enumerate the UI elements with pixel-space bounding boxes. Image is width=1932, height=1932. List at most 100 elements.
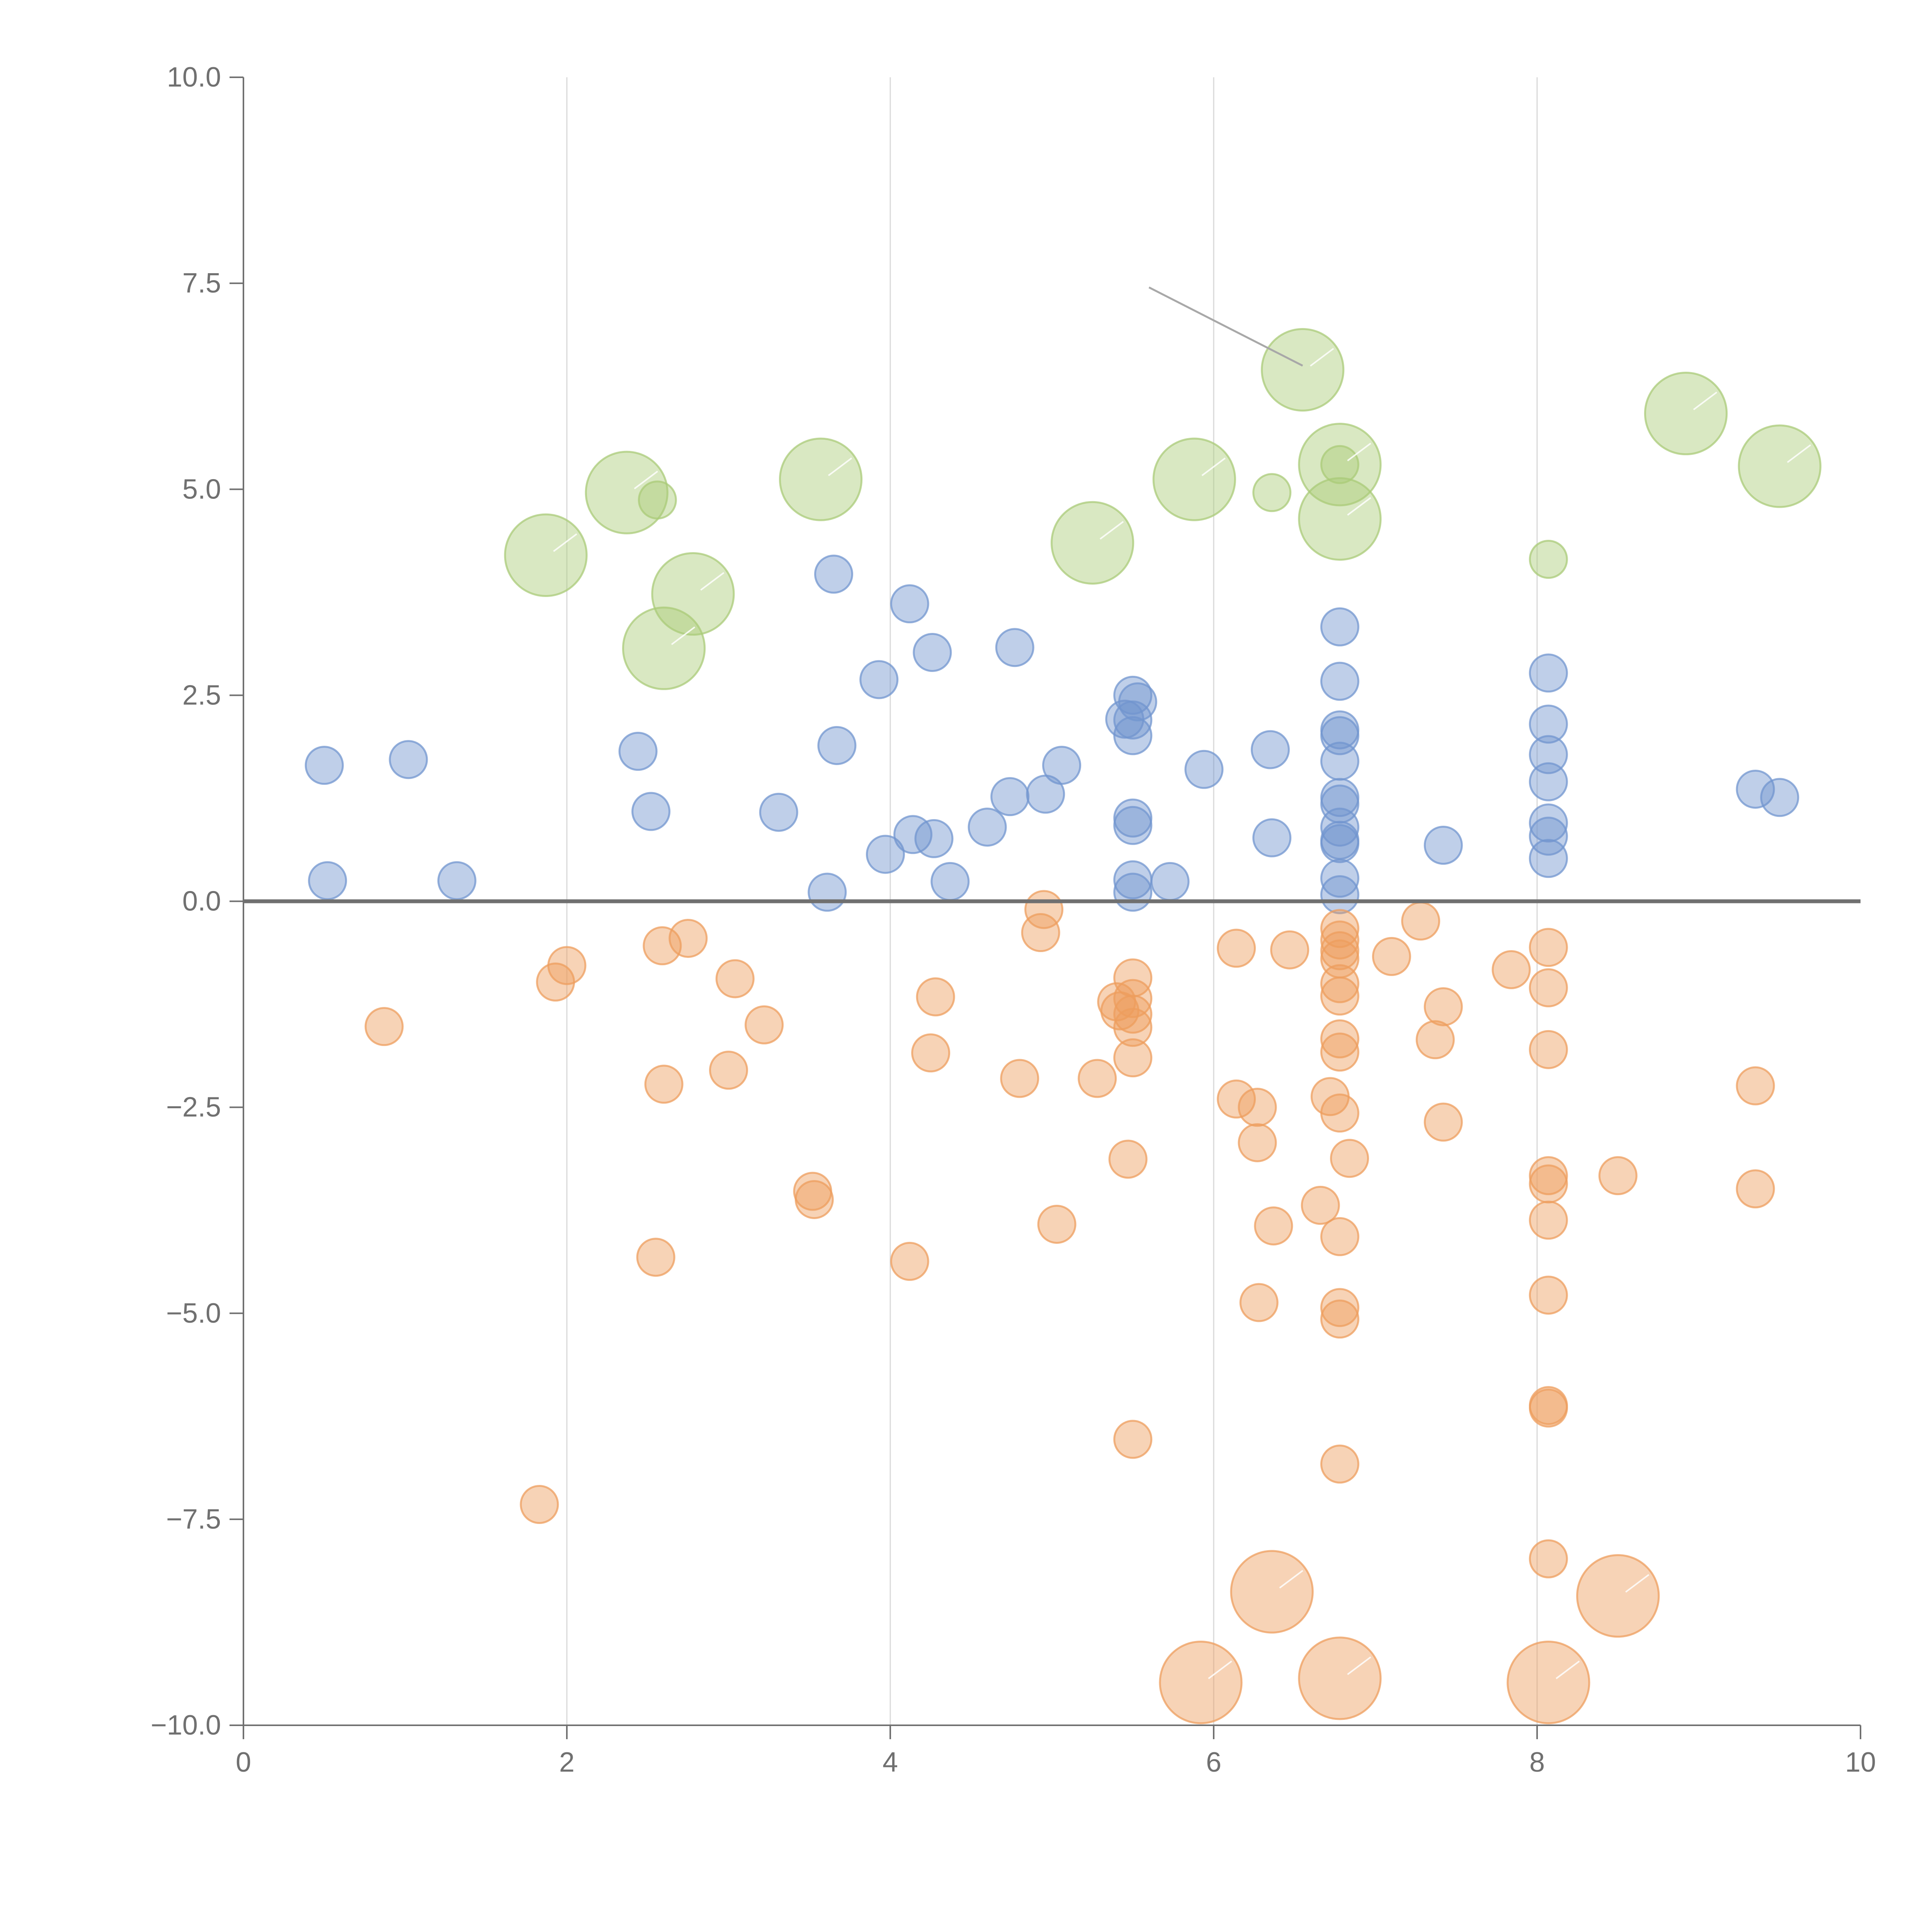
data-point-orange [1320,1288,1359,1327]
data-point-green [1738,424,1821,508]
label-callout-line [553,533,577,552]
label-callout-line [634,471,658,490]
data-point-orange [364,1007,404,1046]
data-point-blue [1113,872,1153,912]
y-tick-label: 10.0 [167,62,221,93]
data-point-blue [1250,730,1290,769]
series-orange [364,890,1775,1725]
data-point-orange [1372,937,1411,976]
label-callout-line [1208,1660,1232,1679]
data-point-orange [1037,1204,1077,1244]
data-point-orange [1576,1554,1660,1638]
data-point-green [1529,540,1568,579]
data-point-green [1644,371,1728,456]
data-point-orange [1238,1088,1277,1127]
data-point-blue [1320,824,1359,863]
label-callout-line [1099,521,1124,540]
data-point-blue [1320,859,1359,898]
data-point-orange [1113,1420,1153,1459]
data-point-orange [1298,1636,1382,1720]
data-point-green [585,451,668,534]
data-point-orange [1217,929,1256,968]
data-point-orange [1113,1008,1153,1047]
data-point-orange [1492,950,1531,989]
data-point-blue [1529,704,1568,744]
data-point-blue [1760,778,1799,817]
data-point-orange [794,1180,834,1219]
series-green [504,328,1821,690]
data-point-blue [1320,808,1359,847]
data-point-orange [1230,1550,1314,1634]
data-point-orange [1238,1123,1277,1162]
data-point-green [651,552,735,636]
data-point-orange [1423,1102,1463,1142]
x-tick-label: 8 [1529,1747,1545,1778]
data-point-blue [990,777,1030,816]
data-point-blue [1118,682,1157,721]
data-point-orange [1113,995,1153,1034]
label-callout-line [1310,348,1334,367]
data-point-green [1051,501,1134,585]
data-point-blue [631,792,671,831]
data-point-orange [1108,1139,1148,1179]
data-point-green [1152,437,1236,521]
data-point-blue [913,633,952,672]
data-point-blue [1113,716,1153,755]
data-point-green [1261,328,1345,412]
data-point-blue [308,861,347,900]
data-point-blue [1529,816,1568,856]
data-point-blue [1320,607,1359,646]
data-point-blue [1736,769,1775,809]
data-points [304,328,1821,1725]
y-tick-label: 0.0 [182,886,221,917]
data-point-orange [520,1485,559,1524]
data-point-blue [1529,762,1568,801]
data-point-orange [1000,1059,1039,1098]
data-point-orange [1320,909,1359,948]
data-point-orange [709,1051,748,1090]
y-tick-label: 7.5 [182,268,221,299]
data-point-orange [1529,1539,1568,1578]
data-point-orange [1415,1020,1455,1060]
data-point-orange [1529,1388,1568,1428]
data-point-orange [1529,1276,1568,1315]
data-point-blue [914,819,954,858]
y-tick-label: −10.0 [151,1710,221,1741]
data-point-orange [1598,1156,1638,1196]
data-point-orange [1320,1299,1359,1339]
data-point-orange [668,918,708,958]
data-point-orange [911,1033,951,1073]
x-tick-label: 2 [559,1747,575,1778]
data-point-blue [866,835,905,874]
data-point-green [1320,445,1359,484]
label-callout-line [1279,1570,1303,1589]
data-point-green [622,606,706,690]
label-callout-line [1347,1656,1371,1675]
data-point-blue [759,793,798,832]
x-tick-label: 6 [1206,1747,1221,1778]
data-point-orange [1529,968,1568,1007]
data-point-blue [389,740,428,779]
data-point-orange [1301,1185,1340,1225]
data-point-green [1298,423,1382,507]
data-point-orange [1239,1283,1279,1322]
data-point-blue [1529,803,1568,843]
data-point-blue [1423,825,1463,865]
data-point-orange [1330,1139,1369,1178]
label-callout-line [1347,497,1371,516]
data-point-blue [930,862,970,901]
data-point-orange [1078,1059,1117,1098]
data-point-orange [1401,901,1440,941]
data-point-blue [1529,839,1568,878]
data-point-blue [995,628,1034,667]
data-point-blue [1150,862,1190,901]
data-point-blue [814,554,854,594]
data-point-orange [890,1242,929,1281]
data-point-orange [636,1238,675,1277]
data-point-orange [1320,931,1359,970]
data-point-orange [643,926,682,966]
axes: 10.0 7.5 5.0 2.5 0.0 −2.5 −5.0 −7.5 −10.0 0 2 4 6 8 10 [151,62,1876,1778]
label-callout-line [828,457,852,476]
